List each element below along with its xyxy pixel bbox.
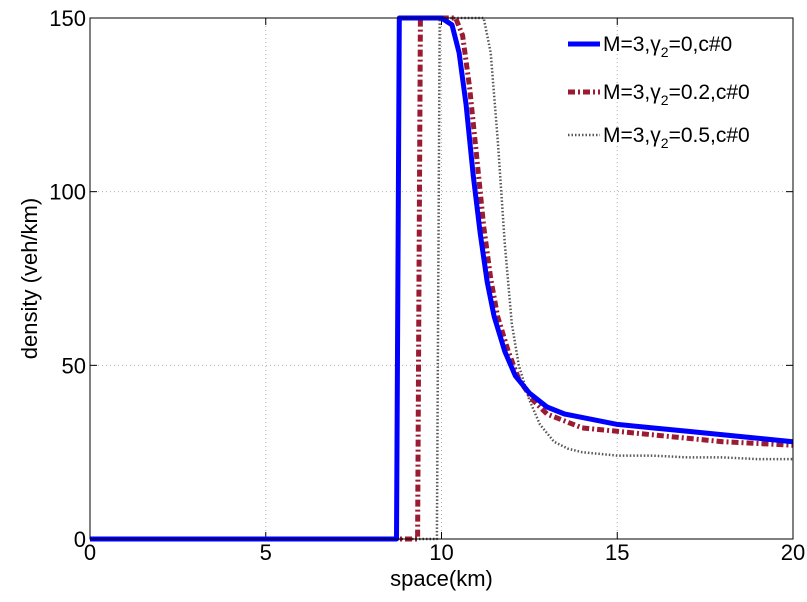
legend: M=3,γ2=0,c#0 M=3,γ2=0.2,c#0 M=3,γ2=0.5,c#0 [568,33,750,151]
x-tick-label: 15 [605,540,629,565]
legend-label-2: M=3,γ2=0.2,c#0 [603,81,750,108]
y-tick-label: 150 [49,6,86,31]
x-tick-label: 20 [781,540,805,565]
y-axis-label: density (veh/km) [17,198,42,359]
x-axis-label: space(km) [390,566,493,591]
legend-label-3: M=3,γ2=0.5,c#0 [603,124,750,151]
y-tick-label: 100 [49,180,86,205]
y-tick-label: 50 [62,353,86,378]
x-tick-label: 5 [260,540,272,565]
plot-frame [89,17,794,540]
x-tick-label: 10 [429,540,453,565]
x-tick-label: 0 [84,540,96,565]
x-tick-labels: 0 5 10 15 20 [84,540,805,565]
legend-label-1: M=3,γ2=0,c#0 [603,33,732,60]
y-tick-labels: 0 50 100 150 [49,6,86,552]
y-tick-label: 0 [74,527,86,552]
